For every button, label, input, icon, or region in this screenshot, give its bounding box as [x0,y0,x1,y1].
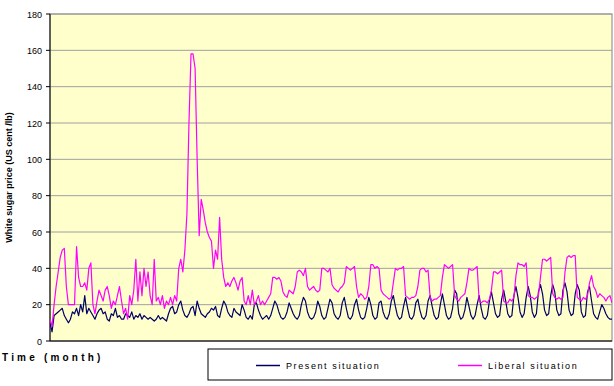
chart: 0 20 40 60 80 100 120 140 160 180 White sugar pric… [0,0,614,386]
grid-line [50,86,612,87]
y-axis [50,14,51,341]
grid-line [50,159,612,160]
y-axis-label: White sugar price (US cent /lb) [4,112,14,243]
legend-label: Liberal situation [488,361,578,371]
series-group [50,54,612,332]
y-tick-label: 160 [27,46,42,56]
grid-line [50,268,612,269]
grid-line [50,341,612,342]
y-tick [46,195,50,196]
plot-area [50,14,612,341]
y-tick-label: 20 [32,300,42,310]
legend-box [208,349,612,380]
y-tick [46,50,50,51]
grid-line [50,50,612,51]
y-tick [46,268,50,269]
y-tick-label: 120 [27,119,42,129]
series-line [50,54,612,327]
y-tick [46,14,50,15]
y-tick-label: 180 [27,10,42,20]
y-tick-label: 40 [32,264,42,274]
y-tick-label: 80 [32,191,42,201]
y-tick [46,159,50,160]
x-axis [50,341,612,342]
grid-line [50,14,612,15]
y-tick [46,341,50,342]
y-tick [46,232,50,233]
y-tick-label: 60 [32,228,42,238]
x-axis-label: Time (month) [2,352,104,363]
grid-line [50,232,612,233]
legend: Present situation Liberal situation [208,349,612,380]
grid-line [50,195,612,196]
legend-label: Present situation [286,361,380,371]
grid-line [50,123,612,124]
y-tick [46,304,50,305]
legend-swatch [458,365,482,367]
y-tick [46,86,50,87]
grid-line [50,304,612,305]
legend-swatch [256,365,280,367]
y-tick-label: 140 [27,82,42,92]
y-tick [46,123,50,124]
y-tick-label: 100 [27,155,42,165]
y-tick-label: 0 [37,337,42,347]
